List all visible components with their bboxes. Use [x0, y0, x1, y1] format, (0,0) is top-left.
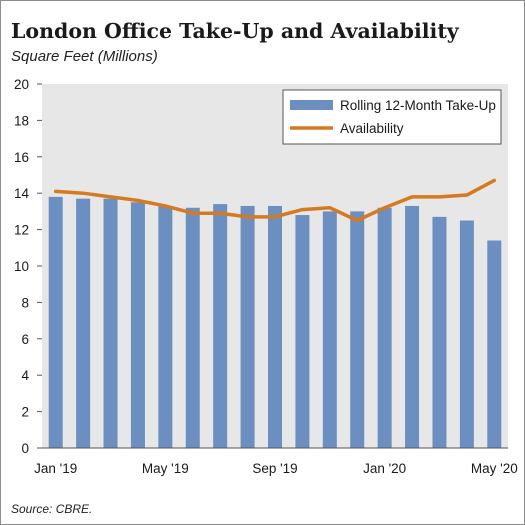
legend-label-availability: Availability — [340, 121, 404, 136]
take-up-bar — [103, 198, 118, 448]
y-tick-label: 14 — [14, 186, 30, 201]
chart-subtitle: Square Feet (Millions) — [11, 48, 158, 65]
y-tick-label: 8 — [21, 295, 29, 310]
take-up-bar — [76, 198, 91, 448]
take-up-bar — [432, 216, 447, 448]
take-up-bar — [240, 205, 255, 448]
source-note: Source: CBRE. — [11, 502, 93, 516]
take-up-bar — [295, 215, 310, 448]
legend-swatch-take-up — [290, 100, 333, 110]
y-tick-label: 16 — [14, 150, 29, 165]
y-tick-label: 12 — [14, 223, 29, 238]
y-tick-label: 10 — [14, 259, 29, 274]
y-tick-label: 4 — [21, 368, 29, 383]
take-up-bar — [130, 202, 145, 448]
x-tick-label: Jan '19 — [34, 461, 77, 476]
take-up-bar — [213, 204, 228, 448]
legend-box — [282, 89, 502, 145]
take-up-bar — [185, 207, 200, 448]
take-up-bar — [405, 205, 420, 448]
legend-label-take-up: Rolling 12-Month Take-Up — [340, 98, 496, 113]
take-up-bar — [48, 196, 63, 448]
take-up-bar — [459, 220, 474, 448]
take-up-bar — [350, 211, 365, 448]
x-tick-label: Jan '20 — [363, 461, 406, 476]
y-tick-label: 20 — [14, 77, 29, 92]
take-up-bar — [322, 211, 337, 448]
y-tick-label: 6 — [21, 332, 29, 347]
take-up-bar — [268, 205, 282, 448]
y-tick-label: 0 — [21, 441, 29, 456]
y-tick-label: 18 — [14, 113, 29, 128]
x-tick-label: May '19 — [142, 461, 189, 476]
take-up-bar — [487, 240, 502, 448]
x-tick-label: Sep '19 — [252, 461, 297, 476]
chart-title: London Office Take-Up and Availability — [11, 19, 459, 43]
availability-line — [53, 178, 497, 223]
take-up-bar — [158, 205, 173, 448]
x-tick-label: May '20 — [471, 461, 518, 476]
y-tick-label: 2 — [21, 405, 29, 420]
take-up-bar — [377, 207, 392, 448]
